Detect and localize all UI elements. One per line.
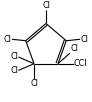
Text: Cl: Cl [42, 1, 50, 10]
Text: Cl: Cl [4, 35, 12, 44]
Text: Cl: Cl [70, 44, 78, 53]
Text: Cl: Cl [10, 66, 18, 75]
Text: Cl: Cl [10, 53, 18, 62]
Text: CCl: CCl [74, 59, 87, 68]
Text: Cl: Cl [30, 79, 38, 88]
Text: Cl: Cl [80, 35, 88, 44]
